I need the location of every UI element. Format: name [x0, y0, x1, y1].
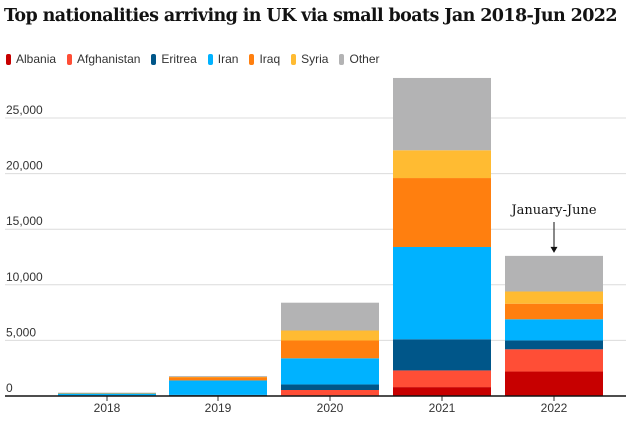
bar-2019-eritrea [169, 394, 267, 396]
x-tick-label-2020: 2020 [317, 401, 344, 415]
bar-2020-other [281, 302, 379, 331]
bar-2020-syria [281, 330, 379, 341]
bar-2021-other [393, 77, 491, 151]
chart-legend: Albania Afghanistan Eritrea Iran Iraq Syria Ot… [6, 52, 391, 66]
bar-2021-albania [393, 387, 491, 396]
bar-2022-other [505, 255, 603, 292]
bar-2020-iraq [281, 340, 379, 359]
legend-item-iraq: Iraq [249, 52, 280, 66]
bar-2020-afghanistan [281, 389, 379, 396]
legend-swatch-syria [291, 53, 297, 65]
legend-label-afghanistan: Afghanistan [77, 52, 141, 66]
legend-label-iraq: Iraq [259, 52, 281, 66]
legend-swatch-iran [207, 53, 213, 65]
bar-2021-eritrea [393, 339, 491, 371]
legend-label-albania: Albania [16, 52, 57, 66]
bar-2019-iran [169, 380, 267, 395]
legend-swatch-eritrea [151, 53, 157, 65]
legend-label-iran: Iran [217, 52, 239, 66]
legend-item-eritrea: Eritrea [151, 52, 197, 66]
bar-2020-iran [281, 358, 379, 385]
x-tick-label-2019: 2019 [205, 401, 232, 415]
x-tick-label-2021: 2021 [429, 401, 456, 415]
legend-item-syria: Syria [291, 52, 328, 66]
bar-2021-afghanistan [393, 370, 491, 388]
bar-2022-iran [505, 319, 603, 341]
bar-2018-syria [58, 393, 156, 394]
bar-2022-eritrea [505, 340, 603, 350]
bar-2022-syria [505, 291, 603, 304]
x-tick-label-2018: 2018 [94, 401, 121, 415]
bar-2019-other [169, 375, 267, 377]
bar-2022-iraq [505, 303, 603, 320]
bar-2021-iran [393, 246, 491, 340]
legend-swatch-albania [6, 53, 11, 65]
annotation-label: January-June [509, 203, 596, 218]
legend-item-afghanistan: Afghanistan [67, 52, 140, 66]
x-tick-label-2022: 2022 [541, 401, 568, 415]
chart-title: Top nationalities arriving in UK via sma… [4, 6, 618, 26]
bar-2020-eritrea [281, 384, 379, 390]
y-tick-label-20000: 20,000 [6, 159, 43, 173]
annotation-arrow-head [550, 246, 558, 253]
bar-2021-syria [393, 150, 491, 179]
legend-label-syria: Syria [301, 52, 329, 66]
bar-2019-iraq [169, 377, 267, 381]
bar-2022-afghanistan [505, 349, 603, 372]
bar-2021-iraq [393, 178, 491, 247]
bar-2019-syria [169, 376, 267, 378]
legend-label-other: Other [349, 52, 380, 66]
legend-swatch-afghanistan [67, 53, 73, 65]
y-tick-label-10000: 10,000 [6, 270, 43, 284]
y-tick-label-0: 0 [6, 381, 13, 395]
bar-2018-other [58, 392, 156, 394]
y-tick-label-25000: 25,000 [6, 103, 43, 117]
y-tick-label-15000: 15,000 [6, 214, 43, 228]
legend-swatch-other [339, 53, 345, 65]
bar-2018-iran [58, 393, 156, 396]
bar-2022-albania [505, 371, 603, 396]
legend-item-other: Other [339, 52, 380, 66]
legend-item-albania: Albania [6, 52, 56, 66]
y-tick-label-5000: 5,000 [6, 325, 36, 339]
legend-swatch-iraq [249, 53, 255, 65]
legend-item-iran: Iran [207, 52, 239, 66]
legend-label-eritrea: Eritrea [161, 52, 197, 66]
